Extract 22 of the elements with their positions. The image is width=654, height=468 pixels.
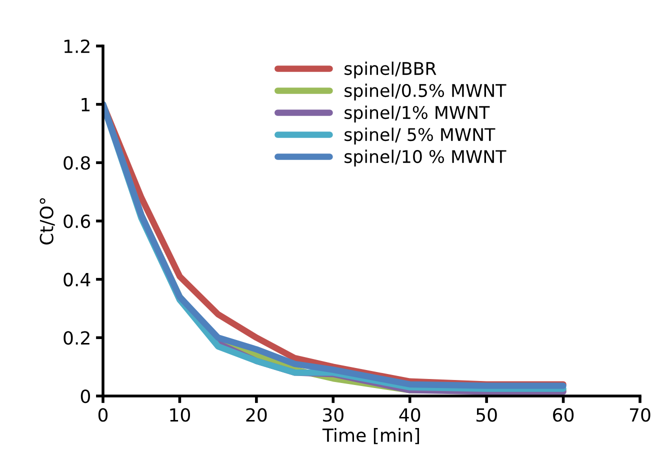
legend-label: spinel/10 % MWNT bbox=[344, 150, 506, 166]
x-tick-label: 70 bbox=[630, 408, 650, 422]
x-tick-label: 10 bbox=[170, 408, 190, 422]
y-axis-title: Ct/O° bbox=[40, 198, 55, 244]
x-axis-title: Time [min] bbox=[322, 428, 419, 444]
legend-label: spinel/0.5% MWNT bbox=[344, 84, 506, 100]
y-tick-label: 0 bbox=[80, 389, 90, 404]
x-tick-label: 30 bbox=[323, 408, 344, 422]
legend-label: spinel/ 5% MWNT bbox=[344, 128, 496, 144]
y-tick-label: 0.8 bbox=[64, 156, 90, 170]
y-tick-label: 0.4 bbox=[64, 272, 90, 286]
x-tick-label: 50 bbox=[476, 408, 497, 422]
x-tick-label: 40 bbox=[399, 408, 420, 422]
x-tick-label: 20 bbox=[246, 408, 267, 422]
legend-label: spinel/1% MWNT bbox=[344, 106, 490, 122]
y-tick-label: 0.6 bbox=[64, 214, 90, 228]
y-tick-label: 1 bbox=[82, 98, 90, 112]
x-tick-label: 0 bbox=[98, 408, 108, 422]
x-tick-label: 60 bbox=[553, 408, 574, 422]
y-tick-label: 1.2 bbox=[64, 39, 90, 53]
legend-label: spinel/BBR bbox=[344, 62, 436, 78]
y-tick-label: 0.2 bbox=[64, 331, 90, 345]
